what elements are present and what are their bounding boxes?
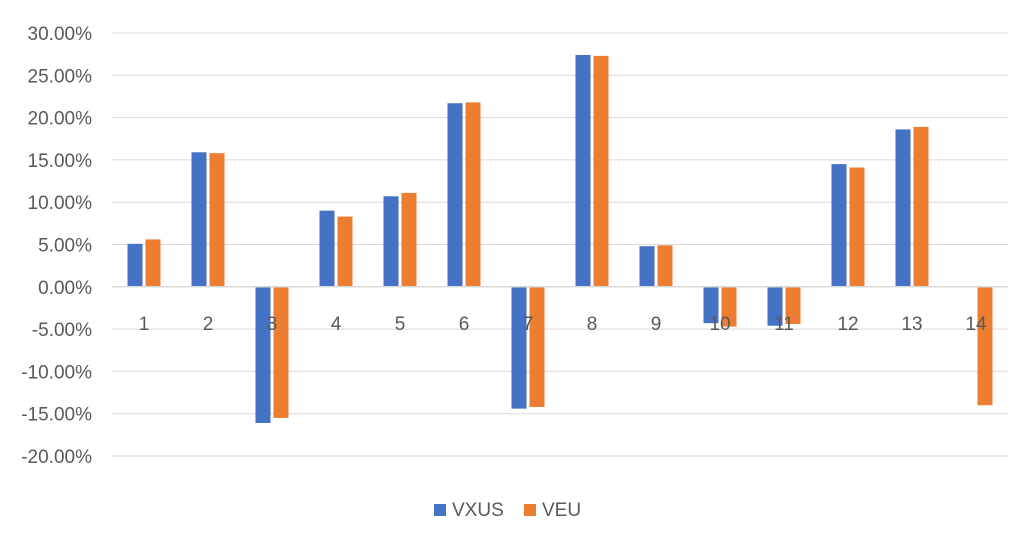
bar-veu	[337, 216, 353, 287]
y-tick-label: -15.00%	[21, 405, 92, 426]
x-category-label: 6	[459, 314, 470, 335]
y-tick-label: -20.00%	[21, 447, 92, 468]
bar-vxus	[895, 129, 911, 287]
legend-swatch-veu	[524, 504, 536, 516]
bar-vxus	[191, 152, 207, 287]
gridlines	[112, 32, 1008, 457]
y-axis-tick-labels: 30.00% 25.00% 20.00% 15.00% 10.00% 5.00% 0.00%…	[21, 24, 92, 468]
x-category-label: 11	[774, 314, 794, 335]
legend-swatch-vxus	[434, 504, 446, 516]
x-category-label: 3	[267, 314, 278, 335]
legend-label-vxus: VXUS	[452, 500, 504, 521]
bar-veu	[977, 286, 993, 406]
bar-veu	[721, 286, 737, 327]
bar-vxus	[511, 286, 527, 409]
x-category-label: 14	[965, 314, 987, 335]
y-tick-label: 25.00%	[28, 66, 93, 87]
bars	[127, 54, 993, 424]
y-tick-label: 10.00%	[28, 193, 93, 214]
bar-veu	[273, 286, 289, 418]
y-tick-label: 20.00%	[28, 109, 93, 130]
bar-vxus	[639, 246, 655, 287]
bar-veu	[849, 167, 865, 287]
bar-vxus	[703, 286, 719, 324]
bar-veu	[593, 55, 609, 287]
x-category-label: 5	[395, 314, 406, 335]
y-tick-label: -5.00%	[32, 320, 92, 341]
bar-vxus	[575, 54, 591, 287]
bar-veu	[465, 102, 481, 287]
bar-vxus	[127, 243, 143, 287]
legend: VXUS VEU	[434, 500, 581, 521]
x-category-label: 2	[203, 314, 214, 335]
y-tick-label: 30.00%	[28, 24, 93, 45]
bar-vxus	[383, 196, 399, 287]
bar-veu	[785, 286, 801, 325]
bar-vxus	[319, 210, 335, 287]
bar-vxus	[831, 164, 847, 287]
y-tick-label: 5.00%	[38, 236, 92, 257]
bar-veu	[529, 286, 545, 407]
x-category-label: 13	[901, 314, 922, 335]
y-tick-label: -10.00%	[21, 362, 92, 383]
y-tick-label: 0.00%	[38, 278, 92, 299]
x-category-label: 10	[709, 314, 730, 335]
x-category-label: 4	[331, 314, 342, 335]
bar-veu	[145, 239, 161, 287]
x-category-label: 7	[523, 314, 534, 335]
x-category-label: 8	[587, 314, 598, 335]
y-tick-label: 15.00%	[28, 151, 93, 172]
bar-vxus	[767, 286, 783, 326]
bar-vxus	[447, 103, 463, 287]
x-category-label: 1	[139, 314, 150, 335]
x-category-label: 12	[837, 314, 858, 335]
bar-veu	[401, 192, 417, 287]
bar-veu	[657, 245, 673, 287]
bar-veu	[913, 126, 929, 287]
bar-vxus	[255, 286, 271, 424]
bar-veu	[209, 153, 225, 287]
x-axis-category-labels: 1 2 3 4 5 6 7 8 9 10 11 12 13 14	[139, 314, 987, 335]
x-category-label: 9	[651, 314, 662, 335]
legend-label-veu: VEU	[542, 500, 581, 521]
